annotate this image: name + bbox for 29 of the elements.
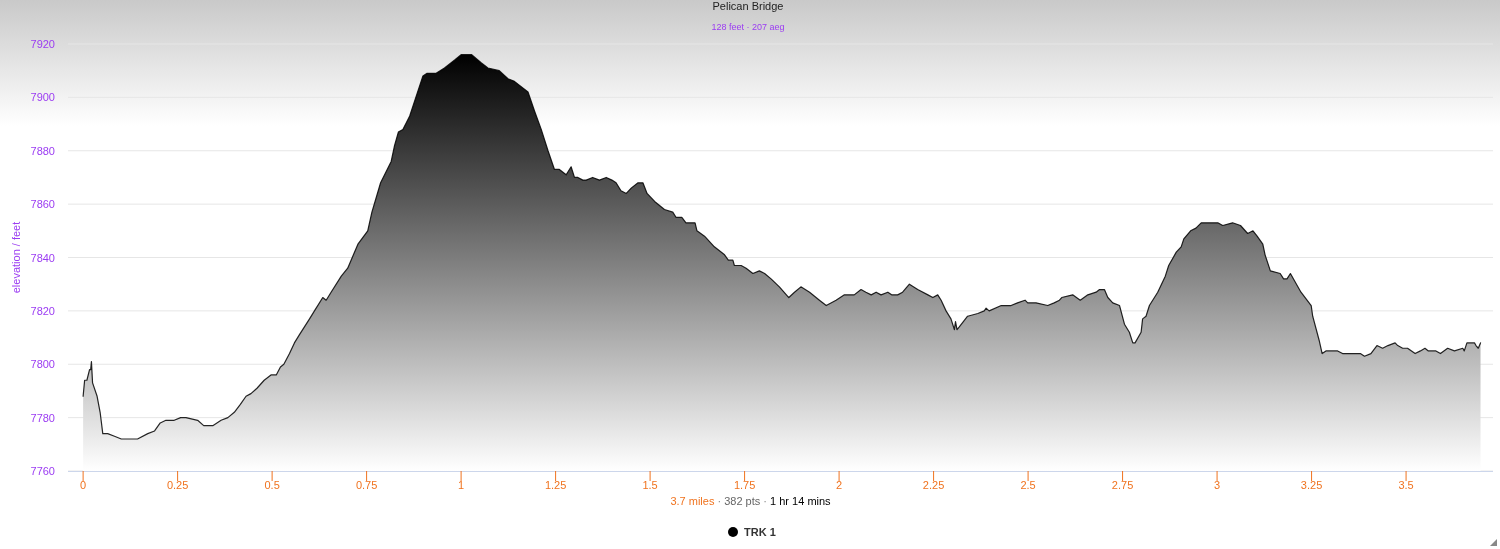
y-tick-label: 7900 — [30, 91, 55, 104]
x-tick-label: 0.5 — [264, 479, 280, 491]
y-tick-label: 7820 — [30, 304, 55, 317]
x-tick-label: 0 — [80, 479, 87, 491]
x-tick-label: 1.5 — [642, 479, 658, 491]
chart-subtitle: 128 feet · 207 aeg — [711, 22, 785, 32]
x-tick-label: 3.5 — [1398, 479, 1414, 491]
y-tick-label: 7860 — [30, 198, 55, 211]
x-tick-label: 3.25 — [1300, 479, 1323, 491]
y-axis-title: elevation / feet — [10, 221, 22, 294]
y-tick-label: 7920 — [30, 38, 55, 50]
x-tick-label: 1 — [458, 479, 465, 491]
x-tick-label: 2.25 — [922, 479, 945, 491]
x-tick-label: 2 — [836, 479, 843, 491]
x-tick-label: 0.75 — [355, 479, 378, 491]
x-tick-label: 1.75 — [733, 479, 756, 491]
x-tick-label: 2.75 — [1111, 479, 1134, 491]
y-tick-label: 7780 — [30, 411, 55, 424]
x-tick-label: 3 — [1214, 479, 1221, 491]
y-tick-label: 7880 — [30, 144, 55, 157]
legend-label: TRK 1 — [744, 526, 776, 538]
y-tick-label: 7800 — [30, 358, 55, 371]
x-tick-label: 2.5 — [1020, 479, 1036, 491]
y-tick-label: 7760 — [30, 465, 55, 477]
x-axis-title: 3.7 miles · 382 pts · 1 hr 14 mins — [670, 495, 832, 507]
x-tick-label: 0.25 — [166, 479, 189, 491]
x-tick-label: 1.25 — [544, 479, 567, 491]
chart-title: Pelican Bridge — [712, 0, 784, 12]
y-tick-label: 7840 — [30, 251, 55, 264]
